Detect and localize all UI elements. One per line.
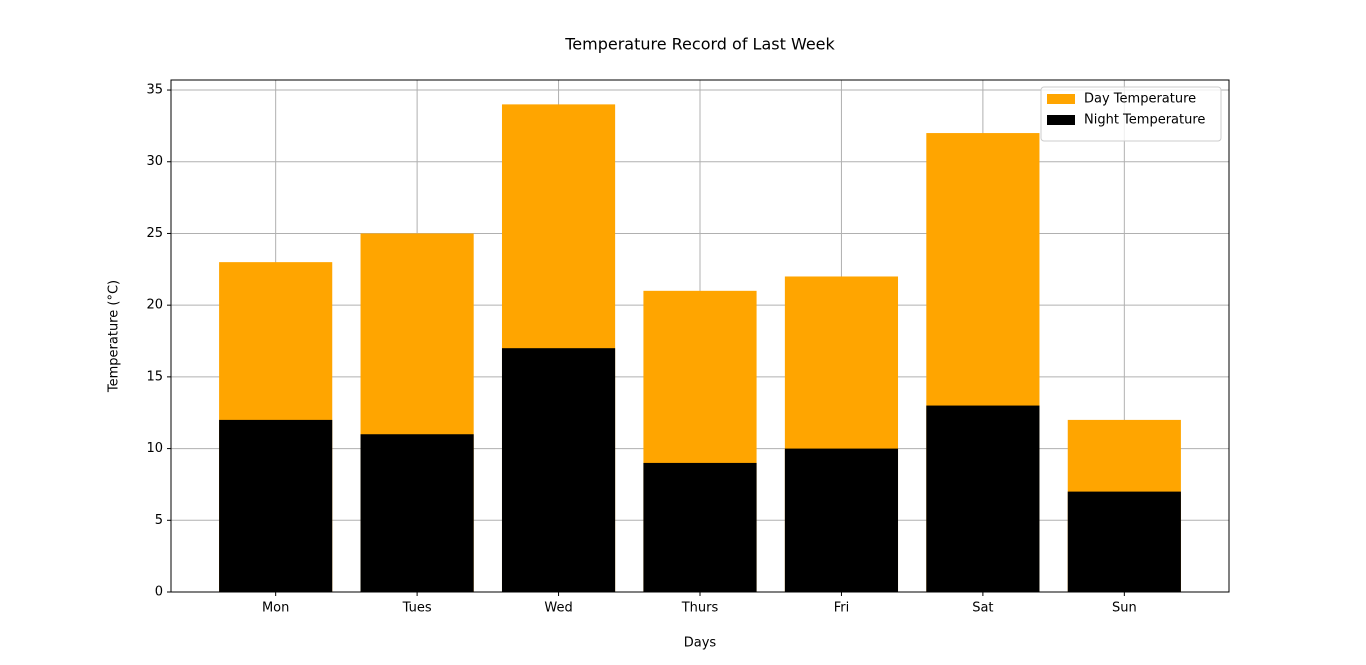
legend-label: Night Temperature bbox=[1084, 113, 1205, 128]
legend: Day Temperature Night Temperature bbox=[1040, 86, 1222, 142]
y-tick-label: 5 bbox=[155, 513, 163, 528]
legend-swatch bbox=[1047, 94, 1075, 104]
y-tick-label: 25 bbox=[146, 226, 163, 241]
x-tick-label: Thurs bbox=[681, 601, 719, 616]
legend-swatch bbox=[1047, 115, 1075, 125]
y-tick-label: 35 bbox=[146, 83, 163, 98]
x-axis-label: Days bbox=[684, 636, 717, 651]
x-tick-label: Tues bbox=[402, 601, 432, 616]
bar bbox=[784, 448, 899, 592]
plot-frame bbox=[170, 79, 1230, 593]
bar bbox=[219, 419, 333, 592]
x-tick-label: Sat bbox=[972, 601, 993, 616]
y-axis-label: Temperature (°C) bbox=[107, 280, 122, 393]
y-tick-label: 15 bbox=[146, 369, 163, 384]
y-tick-label: 0 bbox=[155, 585, 163, 600]
legend-label: Day Temperature bbox=[1084, 92, 1196, 107]
legend-box bbox=[1040, 86, 1222, 142]
bar bbox=[1067, 491, 1181, 592]
y-tick-label: 20 bbox=[146, 298, 163, 313]
bar bbox=[501, 348, 616, 592]
x-tick-label: Wed bbox=[544, 601, 572, 616]
bar bbox=[360, 434, 474, 592]
x-tick-label: Mon bbox=[262, 601, 289, 616]
bar bbox=[926, 405, 1040, 592]
bar bbox=[643, 462, 757, 592]
x-tick-label: Fri bbox=[834, 601, 850, 616]
x-tick-label: Sun bbox=[1112, 601, 1137, 616]
chart-title: Temperature Record of Last Week bbox=[564, 35, 835, 54]
y-tick-label: 30 bbox=[146, 154, 163, 169]
y-tick-label: 10 bbox=[146, 441, 163, 456]
